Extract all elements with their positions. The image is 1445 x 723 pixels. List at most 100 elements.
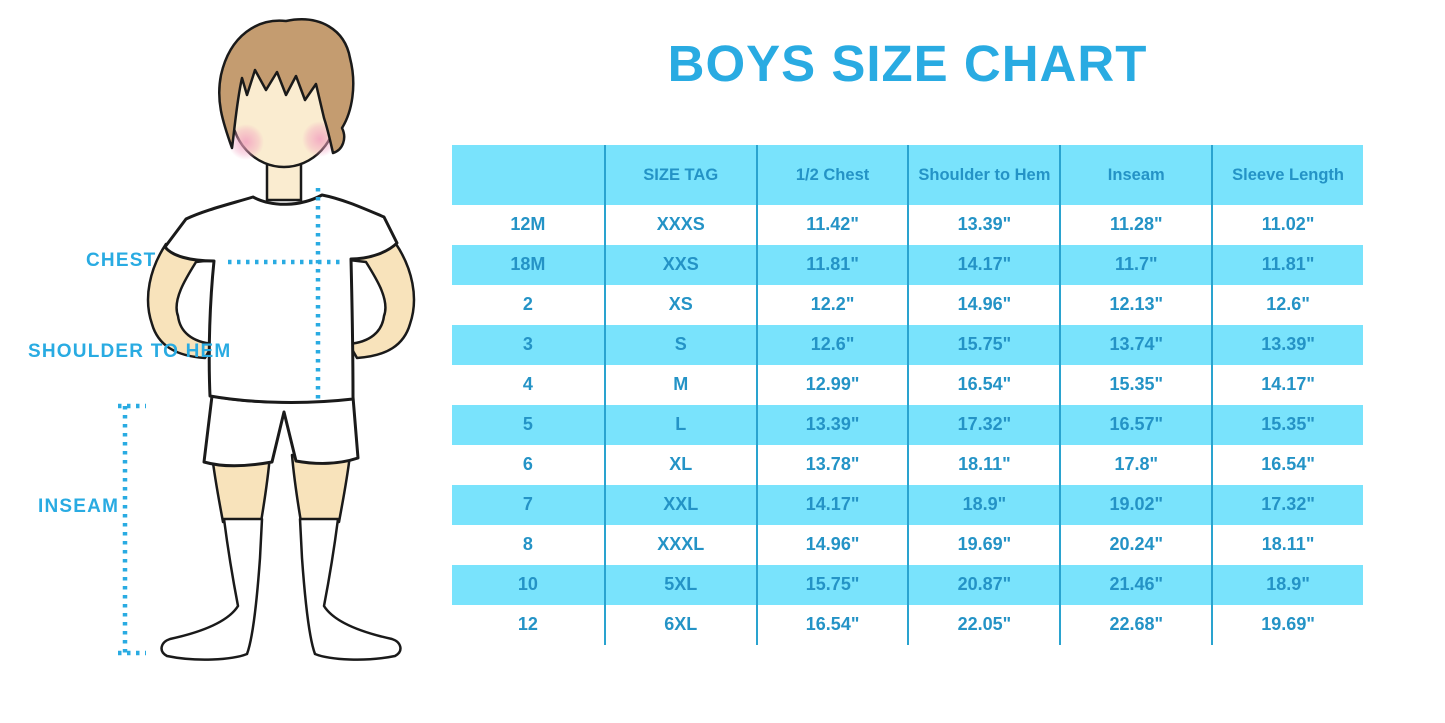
measurement-cell: 16.54" <box>755 605 908 645</box>
measurement-cell: XXL <box>603 485 756 525</box>
row-size-label: 2 <box>522 294 533 315</box>
measurement-cell: 20.87" <box>907 565 1059 605</box>
column-header: Shoulder to Hem <box>907 145 1059 205</box>
measurement-cell: 17.8" <box>1059 445 1211 485</box>
measurement-cell: 14.17" <box>1211 365 1363 405</box>
measurement-cell: 12.6" <box>755 325 908 365</box>
right-arm <box>347 242 416 360</box>
measurement-cell: 14.17" <box>907 245 1059 285</box>
measurement-figure-panel: CHEST SHOULDER TO HEM INSEAM <box>0 0 450 723</box>
table-row: 12 6XL 16.54" 22.05" 22.68" 19.69" <box>452 605 1363 645</box>
row-size-label: 3 <box>522 334 533 355</box>
table-header-row: SIZE TAG 1/2 Chest Shoulder to Hem Inseam Sl… <box>452 145 1363 205</box>
measurement-cell: 22.05" <box>907 605 1059 645</box>
column-header: Inseam <box>1059 145 1211 205</box>
measurement-cell: 13.39" <box>907 205 1059 245</box>
chest-label: CHEST <box>86 250 157 271</box>
table-row: 6 XL 13.78" 18.11" 17.8" 16.54" <box>452 445 1363 485</box>
page-title: BOYS SIZE CHART <box>667 35 1148 92</box>
measurement-cell: 13.74" <box>1059 325 1211 365</box>
measurement-cell: L <box>603 405 756 445</box>
row-size-label: 12M <box>510 214 546 235</box>
measurement-cell: 12.6" <box>1211 285 1363 325</box>
row-size-label: 12 <box>517 614 538 635</box>
measurement-cell: 5XL <box>603 565 756 605</box>
shorts <box>202 394 360 468</box>
left-sock <box>160 517 264 661</box>
right-sock <box>298 517 402 661</box>
measurement-cell: 18.11" <box>1211 525 1363 565</box>
row-size-label: 4 <box>522 374 533 395</box>
measurement-cell: XL <box>603 445 756 485</box>
measurement-cell: 15.35" <box>1211 405 1363 445</box>
measurement-cell: 15.35" <box>1059 365 1211 405</box>
table-row: 3 S 12.6" 15.75" 13.74" 13.39" <box>452 325 1363 365</box>
measurement-cell: 14.96" <box>755 525 908 565</box>
measurement-cell: XS <box>603 285 756 325</box>
measurement-cell: 15.75" <box>755 565 908 605</box>
measurement-cell: 11.28" <box>1059 205 1211 245</box>
left-cheek-blush <box>228 124 264 160</box>
table-row: 4 M 12.99" 16.54" 15.35" 14.17" <box>452 365 1363 405</box>
measurement-cell: 15.75" <box>907 325 1059 365</box>
measurement-cell: 16.57" <box>1059 405 1211 445</box>
measurement-cell: 12.13" <box>1059 285 1211 325</box>
measurement-cell: 20.24" <box>1059 525 1211 565</box>
measurement-cell: 11.81" <box>755 245 908 285</box>
table-row: 7 XXL 14.17" 18.9" 19.02" 17.32" <box>452 485 1363 525</box>
measurement-cell: 19.69" <box>1211 605 1363 645</box>
table-row: 2 XS 12.2" 14.96" 12.13" 12.6" <box>452 285 1363 325</box>
row-size-label: 6 <box>522 454 533 475</box>
measurement-cell: 12.2" <box>755 285 908 325</box>
measurement-cell: 13.78" <box>755 445 908 485</box>
measurement-lines <box>118 188 345 656</box>
measurement-cell: S <box>603 325 756 365</box>
inseam-label: INSEAM <box>38 496 120 517</box>
measurement-cell: 17.32" <box>1211 485 1363 525</box>
measurement-cell: 13.39" <box>1211 325 1363 365</box>
left-arm <box>146 242 215 360</box>
table-row: 5 L 13.39" 17.32" 16.57" 15.35" <box>452 405 1363 445</box>
measurement-cell: M <box>603 365 756 405</box>
size-chart-table: SIZE TAG 1/2 Chest Shoulder to Hem Inseam Sl… <box>452 145 1363 645</box>
row-size-label: 7 <box>522 494 533 515</box>
measurement-cell: 6XL <box>603 605 756 645</box>
measurement-cell: 19.02" <box>1059 485 1211 525</box>
measurement-cell: 11.42" <box>755 205 908 245</box>
measurement-cell: XXXS <box>603 205 756 245</box>
measurement-cell: 16.54" <box>1211 445 1363 485</box>
measurement-cell: 14.96" <box>907 285 1059 325</box>
row-size-label: 10 <box>517 574 538 595</box>
row-size-label: 5 <box>522 414 533 435</box>
t-shirt <box>163 193 399 404</box>
measurement-cell: 11.81" <box>1211 245 1363 285</box>
column-header: Sleeve Length <box>1211 145 1363 205</box>
measurement-cell: 21.46" <box>1059 565 1211 605</box>
measurement-cell: 19.69" <box>907 525 1059 565</box>
row-size-label: 18M <box>510 254 546 275</box>
measurement-cell: XXS <box>603 245 756 285</box>
row-size-label: 8 <box>522 534 533 555</box>
measurement-cell: XXXL <box>603 525 756 565</box>
measurement-cell: 18.9" <box>1211 565 1363 605</box>
measurement-cell: 13.39" <box>755 405 908 445</box>
column-header: SIZE TAG <box>603 145 756 205</box>
measurement-cell: 18.11" <box>907 445 1059 485</box>
hair <box>217 18 355 155</box>
measurement-cell: 17.32" <box>907 405 1059 445</box>
table-row: 18M XXS 11.81" 14.17" 11.7" 11.81" <box>452 245 1363 285</box>
measurement-cell: 12.99" <box>755 365 908 405</box>
column-header: 1/2 Chest <box>755 145 908 205</box>
shoulder-to-hem-label: SHOULDER TO HEM <box>28 341 232 362</box>
measurement-cell: 16.54" <box>907 365 1059 405</box>
table-row: 10 5XL 15.75" 20.87" 21.46" 18.9" <box>452 565 1363 605</box>
boy-figure-illustration <box>118 18 416 661</box>
table-row: 12M XXXS 11.42" 13.39" 11.28" 11.02" <box>452 205 1363 245</box>
measurement-cell: 11.7" <box>1059 245 1211 285</box>
right-leg <box>290 453 352 524</box>
column-header <box>452 145 604 205</box>
measurement-cell: 14.17" <box>755 485 908 525</box>
measurement-cell: 22.68" <box>1059 605 1211 645</box>
table-row: 8 XXXL 14.96" 19.69" 20.24" 18.11" <box>452 525 1363 565</box>
